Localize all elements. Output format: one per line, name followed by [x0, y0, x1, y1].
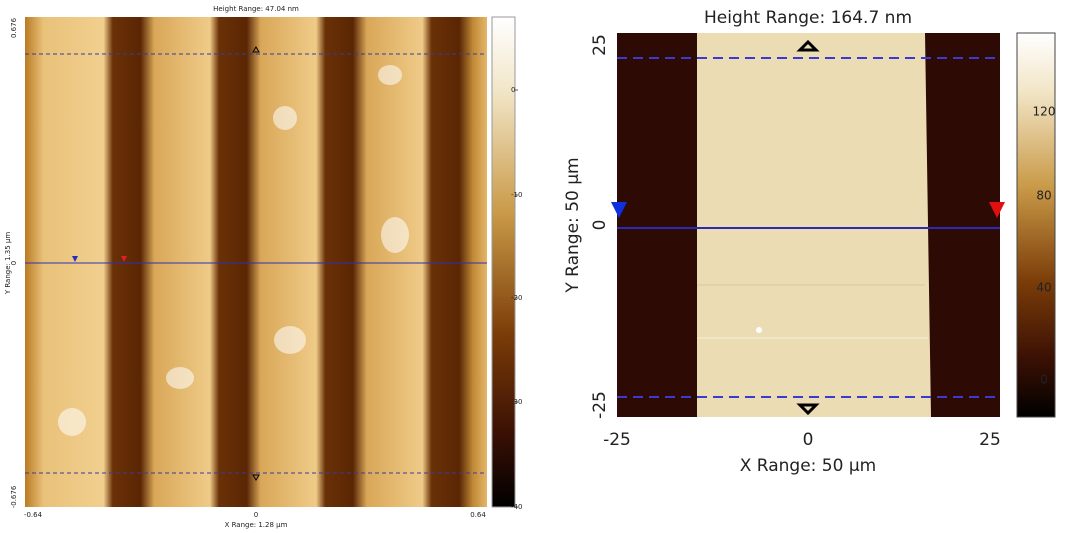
x-tick-label: 0.64	[470, 511, 486, 519]
x-tick-label: -0.64	[24, 511, 43, 519]
marker	[796, 39, 820, 52]
marker	[252, 474, 260, 481]
left-title: Height Range: 47.04 nm	[213, 5, 299, 13]
y-tick-label: 25	[590, 34, 610, 56]
left-grains	[58, 65, 409, 436]
colorbar-tick-label: 0	[511, 86, 515, 94]
colorbar-tick-label: -10	[511, 191, 522, 199]
colorbar-tick-label: -20	[511, 294, 522, 302]
dark-region	[617, 33, 697, 417]
y-tick-label: 0	[10, 261, 18, 265]
marker	[252, 46, 260, 53]
y-axis-label: Y Range: 50 µm	[563, 157, 583, 293]
dark-region	[925, 33, 1000, 417]
x-tick-label: -25	[603, 430, 631, 450]
x-axis-label: X Range: 50 µm	[740, 456, 876, 476]
x-tick-label: 0	[254, 511, 258, 519]
colorbar-tick-label: 40	[1036, 281, 1051, 295]
y-tick-label: -0.676	[10, 485, 18, 508]
colorbar-tick-label: -40	[511, 503, 522, 511]
particle	[756, 327, 762, 333]
colorbar-tick-label: 0	[1040, 373, 1048, 387]
y-tick-label: 0.676	[10, 17, 18, 38]
marker	[611, 202, 627, 218]
y-axis-label: Y Range: 1.35 µm	[4, 232, 12, 296]
colorbar-tick-label: 80	[1036, 189, 1051, 203]
marker	[796, 403, 820, 416]
y-tick-label: 0	[590, 220, 610, 231]
x-axis-label: X Range: 1.28 µm	[225, 521, 288, 529]
x-tick-label: 25	[979, 430, 1001, 450]
marker	[121, 256, 127, 262]
colorbar	[491, 16, 516, 508]
x-tick-label: 0	[803, 430, 814, 450]
marker	[989, 202, 1005, 218]
marker	[72, 256, 78, 262]
y-tick-label: -25	[590, 391, 610, 419]
right-title: Height Range: 164.7 nm	[704, 8, 912, 28]
colorbar-tick-label: -30	[511, 398, 522, 406]
colorbar-tick-label: 120	[1033, 105, 1056, 119]
colorbar	[1016, 32, 1056, 418]
left-image	[25, 17, 487, 507]
